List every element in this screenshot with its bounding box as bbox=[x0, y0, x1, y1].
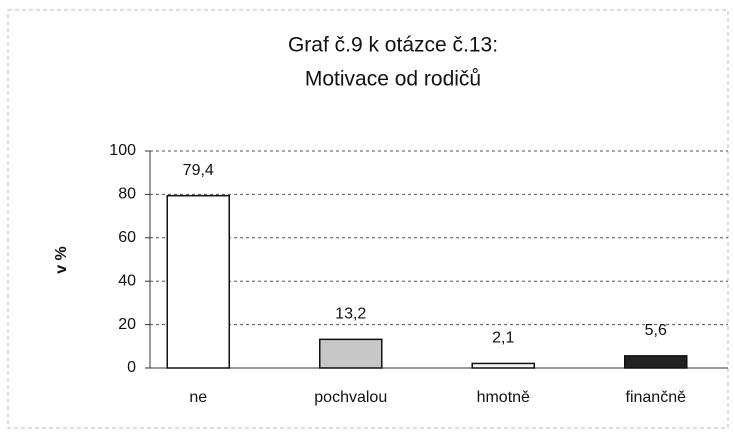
y-tick-label: 20 bbox=[118, 316, 136, 333]
bar bbox=[624, 355, 688, 369]
bar bbox=[166, 194, 230, 369]
data-label: 2,1 bbox=[492, 330, 514, 347]
chart-title: Graf č.9 k otázce č.13: bbox=[288, 34, 498, 57]
x-tick-label: hmotně bbox=[477, 389, 530, 406]
y-tick-label: 100 bbox=[109, 142, 136, 159]
bar bbox=[471, 362, 535, 369]
data-label: 5,6 bbox=[645, 322, 667, 339]
y-tick-label: 60 bbox=[118, 229, 136, 246]
x-tick-label: ne bbox=[189, 389, 207, 406]
y-tick-label: 80 bbox=[118, 186, 136, 203]
data-label: 13,2 bbox=[335, 306, 366, 323]
y-tick-label: 40 bbox=[118, 272, 136, 289]
data-label: 79,4 bbox=[183, 162, 214, 179]
chart-frame bbox=[7, 9, 729, 429]
chart-title: Motivace od rodičů bbox=[305, 68, 481, 91]
x-tick-label: pochvalou bbox=[314, 389, 387, 406]
x-tick-label: finančně bbox=[626, 389, 687, 406]
y-tick-label: 0 bbox=[127, 359, 136, 376]
y-axis-label: v % bbox=[53, 246, 70, 274]
bar bbox=[319, 338, 383, 369]
